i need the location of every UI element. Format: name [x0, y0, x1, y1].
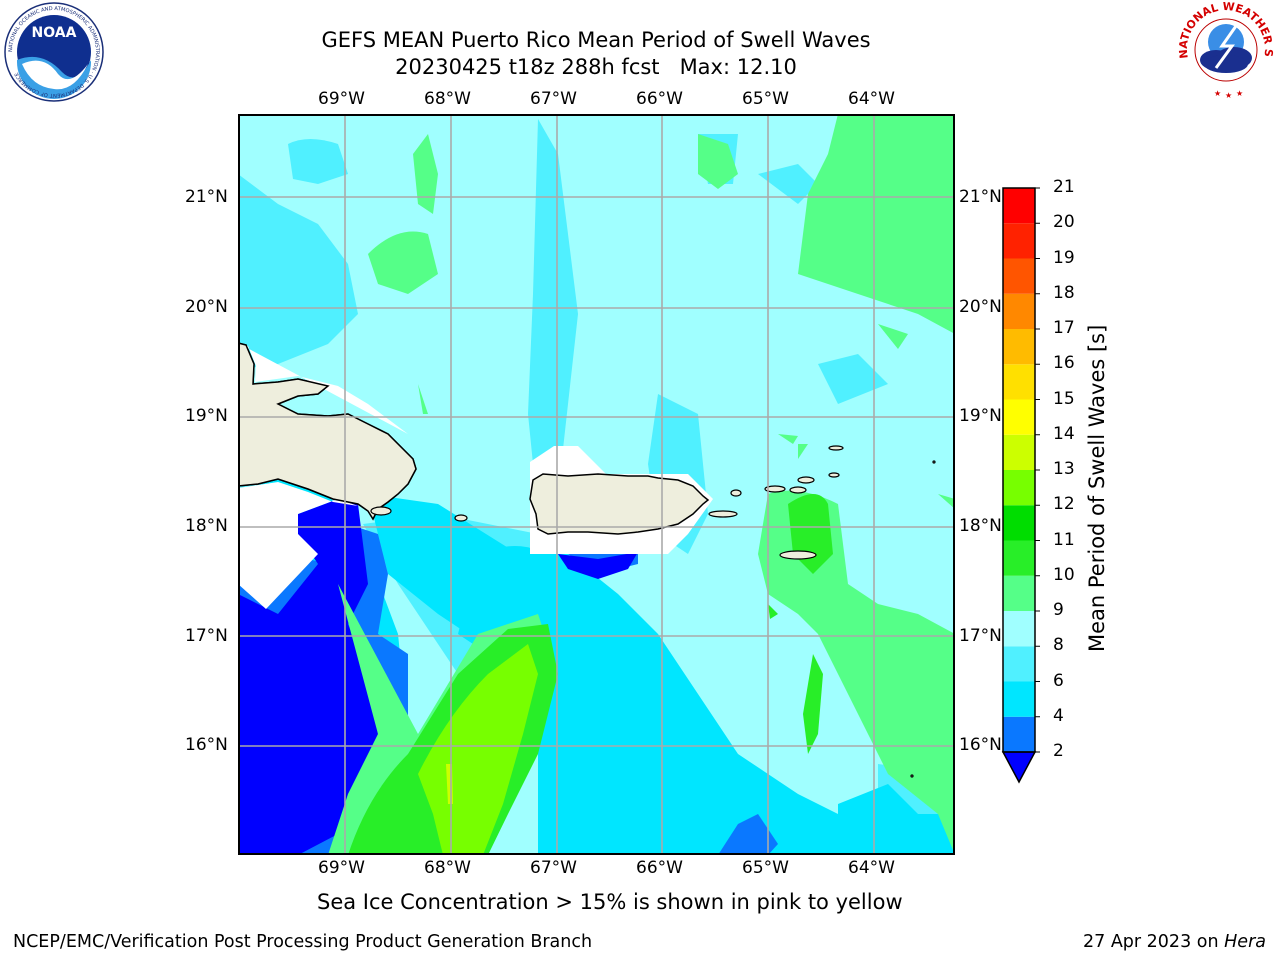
colorbar-segment — [1003, 470, 1035, 506]
colorbar-segment — [1003, 646, 1035, 682]
land-hispaniola-shape — [238, 342, 417, 521]
lat-label: 20°N — [959, 297, 1002, 317]
colorbar-extend — [1001, 751, 1037, 784]
lat-label: 16°N — [185, 735, 228, 755]
colorbar-label: 17 — [1053, 318, 1075, 338]
colorbar-label: 13 — [1053, 459, 1075, 479]
lat-label: 19°N — [185, 406, 228, 426]
colorbar-segment — [1003, 329, 1035, 365]
colorbar-segment — [1003, 716, 1035, 752]
lat-label: 16°N — [959, 735, 1002, 755]
svg-text:★: ★ — [1236, 89, 1243, 98]
lon-label: 68°W — [424, 89, 471, 109]
noaa-logo: NOAA NATIONAL OCEANIC AND ATMOSPHERIC AD… — [2, 2, 104, 102]
lon-label: 66°W — [636, 858, 683, 878]
colorbar-label: 6 — [1053, 670, 1064, 691]
svg-text:★: ★ — [1214, 89, 1221, 98]
colorbar-segment — [1003, 681, 1035, 717]
colorbar-label: 19 — [1053, 247, 1075, 268]
colorbar-label: 18 — [1053, 282, 1075, 303]
lon-label: 68°W — [424, 858, 471, 878]
colorbar-segment — [1003, 434, 1035, 470]
colorbar-label: 21 — [1053, 177, 1075, 197]
swell-period-map — [238, 114, 955, 855]
lon-label: 69°W — [318, 858, 365, 878]
lon-label: 64°W — [848, 858, 895, 878]
map-frame — [238, 114, 955, 855]
colorbar-segment — [1003, 575, 1035, 611]
colorbar-label: 12 — [1053, 494, 1075, 515]
colorbar-label: 10 — [1053, 564, 1075, 585]
lat-label: 17°N — [959, 626, 1002, 646]
no-data-hispaniola — [238, 343, 423, 609]
colorbar-label: 14 — [1053, 423, 1075, 444]
colorbar-segment — [1003, 188, 1035, 224]
colorbar-label: 8 — [1053, 635, 1064, 656]
sea-ice-note: Sea Ice Concentration > 15% is shown in … — [317, 890, 903, 914]
footer-credit: NCEP/EMC/Verification Post Processing Pr… — [13, 932, 593, 952]
colorbar-segment — [1003, 364, 1035, 400]
lon-label: 65°W — [742, 858, 789, 878]
lat-label: 20°N — [185, 297, 228, 317]
noaa-logo-text: NOAA — [32, 25, 77, 41]
footer-date-text: 27 Apr 2023 on — [1083, 932, 1225, 952]
colorbar-segment — [1003, 258, 1035, 294]
colorbar-segment — [1003, 293, 1035, 329]
chart-title-line2: 20230425 t18z 288h fcst Max: 12.10 — [395, 55, 797, 79]
lat-label: 18°N — [185, 516, 228, 536]
footer-date: 27 Apr 2023 on Hera — [1083, 932, 1266, 952]
colorbar-segment — [1003, 540, 1035, 576]
colorbar-segment — [1003, 399, 1035, 435]
svg-text:★: ★ — [1225, 91, 1232, 100]
lat-label: 21°N — [959, 187, 1002, 207]
lat-label: 19°N — [959, 406, 1002, 426]
lat-label: 21°N — [185, 187, 228, 207]
field-below-2s — [238, 499, 638, 855]
lon-label: 67°W — [530, 89, 577, 109]
colorbar-segment — [1003, 611, 1035, 647]
small-islands — [370, 445, 936, 778]
colorbar-title: Mean Period of Swell Waves [s] — [1085, 324, 1109, 652]
land-puerto-rico — [529, 473, 710, 535]
colorbar-label: 9 — [1053, 600, 1064, 620]
lon-label: 69°W — [318, 89, 365, 109]
footer-machine: Hera — [1224, 932, 1266, 952]
lat-label: 18°N — [959, 516, 1002, 536]
colorbar-label: 4 — [1053, 705, 1064, 726]
colorbar-label: 16 — [1053, 353, 1075, 374]
lon-label: 67°W — [530, 858, 577, 878]
colorbar-label: 15 — [1053, 388, 1075, 409]
graticule — [238, 114, 955, 855]
colorbar — [1001, 187, 1040, 784]
colorbar-label: 11 — [1053, 529, 1075, 550]
nws-logo: NATIONAL WEATHER SERVICE ★ ★ ★ — [1172, 0, 1278, 102]
lon-label: 64°W — [848, 89, 895, 109]
lon-label: 66°W — [636, 89, 683, 109]
lon-label: 65°W — [742, 89, 789, 109]
lat-label: 17°N — [185, 626, 228, 646]
colorbar-label: 20 — [1053, 212, 1075, 233]
colorbar-segment — [1003, 505, 1035, 541]
colorbar-segment — [1003, 223, 1035, 259]
chart-title-line1: GEFS MEAN Puerto Rico Mean Period of Swe… — [321, 28, 871, 52]
colorbar-label: 2 — [1053, 741, 1064, 761]
